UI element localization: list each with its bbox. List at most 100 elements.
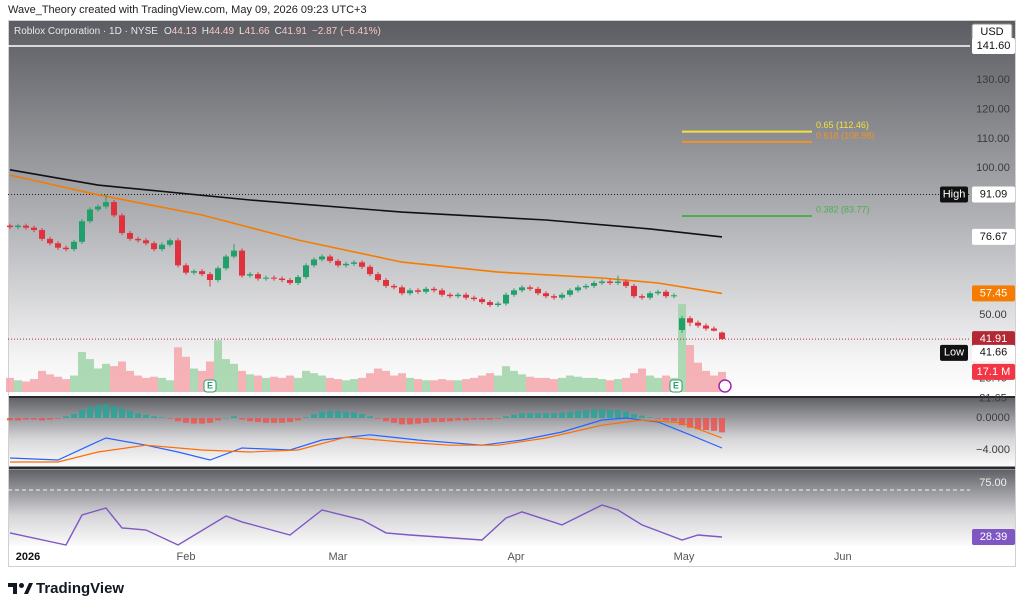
macd-histogram [239,418,245,420]
volume-bar [102,363,110,392]
candle-body [671,295,677,297]
volume-bar [158,377,166,392]
macd-histogram [103,404,109,418]
volume-bar [550,379,558,392]
y-tick-label: 0.0000 [976,412,1010,424]
alert-icon [718,379,732,393]
macd-histogram [343,411,349,418]
macd-histogram [255,418,261,422]
macd-histogram [519,413,525,418]
volume-bar [166,380,174,392]
currency-label[interactable]: USD [980,26,1003,38]
candle-body [415,290,421,292]
price-tag-box [972,228,1015,245]
volume-bar [694,362,702,392]
price-tag-box [972,363,1015,380]
macd-histogram [679,418,685,426]
volume-bar [358,377,366,392]
candle-body [615,281,621,283]
candle-body [215,268,221,281]
macd-histogram [599,409,605,418]
x-tick-label: May [674,551,695,563]
fib-label: 0.65 (112.46) [816,120,869,130]
x-tick-label: Mar [329,551,348,563]
macd-histogram [207,418,213,423]
macd-histogram [79,410,85,418]
candle-body [399,287,405,294]
candle-body [375,274,381,281]
legend: Roblox Corporation · 1D · NYSE O44.13 H44.… [14,26,381,37]
moving-average [9,174,723,295]
volume-bar [598,379,606,392]
candle-body [15,225,21,228]
macd-histogram [55,418,61,419]
logo-mark [24,583,33,594]
macd-histogram [703,418,709,430]
candle-body [55,243,61,248]
candle-body [39,230,45,239]
macd-histogram [567,411,573,418]
volume-bar [678,303,686,392]
price-tag-box [972,37,1015,54]
volume-bar [198,370,206,392]
volume-bar [422,380,430,392]
legend-change: −2.87 (−6.41%) [312,26,381,37]
volume-bar [510,370,518,392]
volume-bar [542,377,550,392]
candle-body [543,293,549,297]
macd-histogram [111,406,117,418]
volume-bar [382,370,390,392]
macd-histogram [543,413,549,418]
volume-bar [126,370,134,392]
candle-body [687,318,693,323]
price-tag-box [972,285,1015,302]
volume-bar [702,370,710,392]
volume-bar [646,375,654,392]
volume-bar [638,368,646,392]
candle-body [655,291,661,294]
macd-histogram [583,410,589,418]
candle-body [239,250,245,276]
volume-bar [310,373,318,392]
macd-histogram [119,408,125,418]
candle-body [455,294,461,297]
currency[interactable]: USD [971,23,1013,41]
macd-histogram [199,418,205,424]
macd-histogram [271,418,277,423]
candle-body [359,262,365,267]
legend-key: O [164,26,172,37]
macd-histogram [151,416,157,418]
macd-histogram [399,418,405,425]
macd-histogram [711,418,717,431]
fib-label: 0.618 (108.98) [816,130,875,140]
volume-bar [214,340,222,392]
macd-histogram [487,418,493,420]
candle-body [599,281,605,283]
chart-frame [8,20,1016,567]
event-badge [203,379,217,393]
price-tag-label: 57.45 [980,287,1008,299]
macd-histogram [295,418,301,421]
candle-body [479,299,485,303]
macd-histogram [591,409,597,418]
macd-histogram [503,416,509,418]
volume-bar [502,366,510,392]
candle-body [407,290,413,294]
volume-bar [78,352,86,392]
macd-histogram [39,418,45,421]
price-tag-box [972,528,1015,545]
volume-bar [6,377,14,392]
macd-histogram [23,418,29,420]
volume-bar [494,375,502,392]
candle-body [567,290,573,295]
candle-body [135,238,141,241]
candle-body [47,238,53,244]
candle-body [287,280,293,283]
volume-bar [614,379,622,392]
volume-bar [22,381,30,392]
price-tag-box [972,344,1015,361]
price-tag: 41.66 [972,344,1015,361]
volume-bar [110,366,118,392]
candle-body [519,287,525,291]
